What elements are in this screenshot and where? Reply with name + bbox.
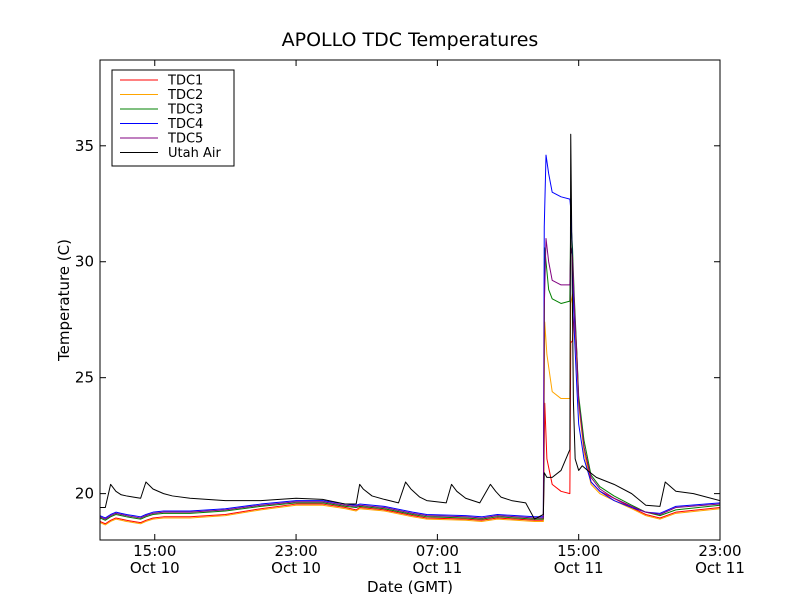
plot-area-frame — [99, 59, 721, 541]
x-tick-label-time: 15:00 — [557, 542, 600, 560]
x-tick-label-time: 23:00 — [698, 542, 741, 560]
x-tick-label-date: Oct 11 — [695, 559, 745, 577]
chart-title: APOLLO TDC Temperatures — [282, 29, 539, 51]
series-line-tdc5 — [100, 238, 720, 520]
legend-label-utah-air: Utah Air — [168, 146, 221, 161]
y-axis: 20 25 30 35 — [75, 137, 720, 503]
y-tick-label: 30 — [75, 253, 94, 271]
legend-label-tdc2: TDC2 — [167, 88, 203, 103]
y-tick-label: 25 — [75, 369, 94, 387]
legend-label-tdc3: TDC3 — [167, 103, 203, 118]
y-tick-label: 20 — [75, 485, 94, 503]
y-axis-label: Temperature (C) — [55, 239, 73, 362]
legend-label-tdc4: TDC4 — [167, 117, 203, 132]
x-tick-label-date: Oct 10 — [271, 559, 321, 577]
y-tick-label: 35 — [75, 137, 94, 155]
series-line-tdc4 — [100, 154, 720, 519]
x-axis-label: Date (GMT) — [367, 578, 453, 596]
x-tick-label-date: Oct 11 — [412, 559, 462, 577]
series-line-tdc1 — [100, 307, 720, 525]
legend-frame — [111, 69, 235, 167]
legend-label-tdc1: TDC1 — [167, 74, 203, 89]
x-tick-label-date: Oct 10 — [130, 559, 180, 577]
legend-label-tdc5: TDC5 — [167, 132, 203, 147]
series-line-tdc2 — [100, 293, 720, 526]
series-line-utah-air — [100, 133, 720, 520]
series-line-tdc3 — [100, 219, 720, 521]
series-layer — [100, 133, 720, 526]
x-tick-label-time: 15:00 — [133, 542, 176, 560]
x-tick-label-time: 23:00 — [274, 542, 317, 560]
x-tick-label-time: 07:00 — [416, 542, 459, 560]
x-tick-label-date: Oct 11 — [554, 559, 604, 577]
